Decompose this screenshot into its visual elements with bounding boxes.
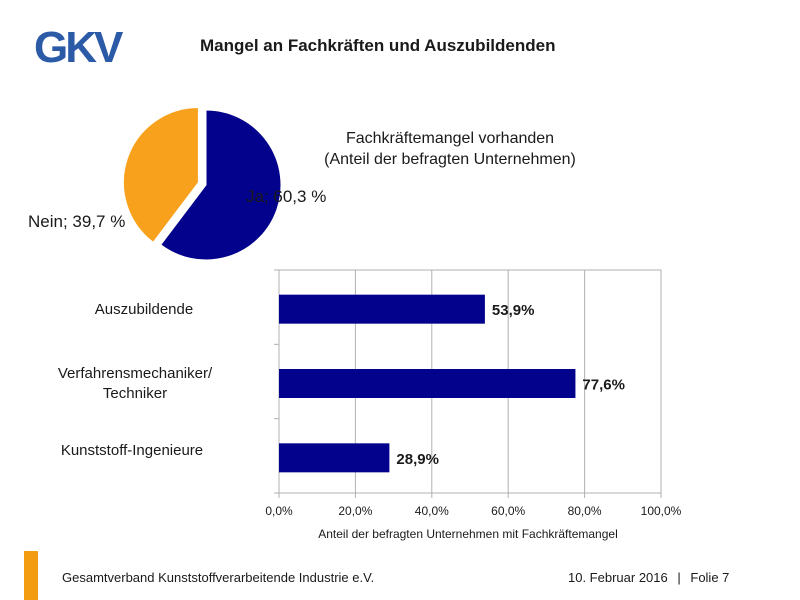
bar-data-label: 53,9% (492, 302, 535, 319)
bar-chart: 0,0% 20,0% 40,0% 60,0% 80,0% 100,0% 53,9% 77,6%… (265, 269, 682, 541)
bar-data-label: 28,9% (396, 451, 439, 468)
footer-separator: | (677, 570, 681, 585)
x-tick-label: 40,0% (415, 504, 449, 518)
pie-label-ja: Ja; 60,3 % (246, 187, 327, 206)
pie-chart (122, 106, 282, 261)
footer-date: 10. Februar 2016 (568, 570, 668, 585)
pie-chart-title: Fachkräftemangel vorhanden (Anteil der b… (280, 128, 620, 170)
footer-slide-number: Folie 7 (690, 570, 730, 585)
bar-data-label: 77,6% (582, 377, 625, 394)
pie-slice-ja (160, 109, 282, 261)
category-label-auszubildende: Auszubildende (24, 300, 264, 320)
footer-info: 10. Februar 2016 | Folie 7 (568, 570, 729, 585)
bar-2 (279, 369, 576, 398)
x-tick-label: 20,0% (338, 504, 372, 518)
x-tick-label: 0,0% (265, 504, 293, 518)
bar-3 (279, 443, 390, 473)
category-label-line: Kunststoff-Ingenieure (60, 442, 204, 459)
bar-1 (279, 294, 485, 324)
x-tick-label: 60,0% (491, 504, 525, 518)
footer-organization: Gesamtverband Kunststoffverarbeitende In… (62, 570, 375, 585)
pie-slice-nein (122, 106, 199, 243)
x-tick-label: 80,0% (568, 504, 602, 518)
category-label-line: Auszubildende (94, 301, 194, 318)
category-label-line: Techniker (102, 385, 168, 402)
category-label-line: Verfahrensmechaniker/ (57, 365, 213, 382)
x-axis-label: Anteil der befragten Unternehmen mit Fac… (318, 527, 618, 541)
gkv-logo: GKV (34, 23, 127, 70)
logo-text: GKV (34, 23, 124, 70)
x-tick-label: 100,0% (641, 504, 682, 518)
footer-accent-bar (24, 551, 38, 600)
pie-title-line-2: (Anteil der befragten Unternehmen) (324, 151, 576, 168)
category-label-verfahrensmechaniker: Verfahrensmechaniker/ Techniker (15, 364, 255, 404)
pie-label-nein: Nein; 39,7 % (28, 212, 126, 231)
pie-title-line-1: Fachkräftemangel vorhanden (345, 130, 555, 147)
slide-title: Mangel an Fachkräften und Auszubildenden (200, 36, 556, 55)
category-label-kunststoff-ingenieure: Kunststoff-Ingenieure (12, 441, 252, 461)
